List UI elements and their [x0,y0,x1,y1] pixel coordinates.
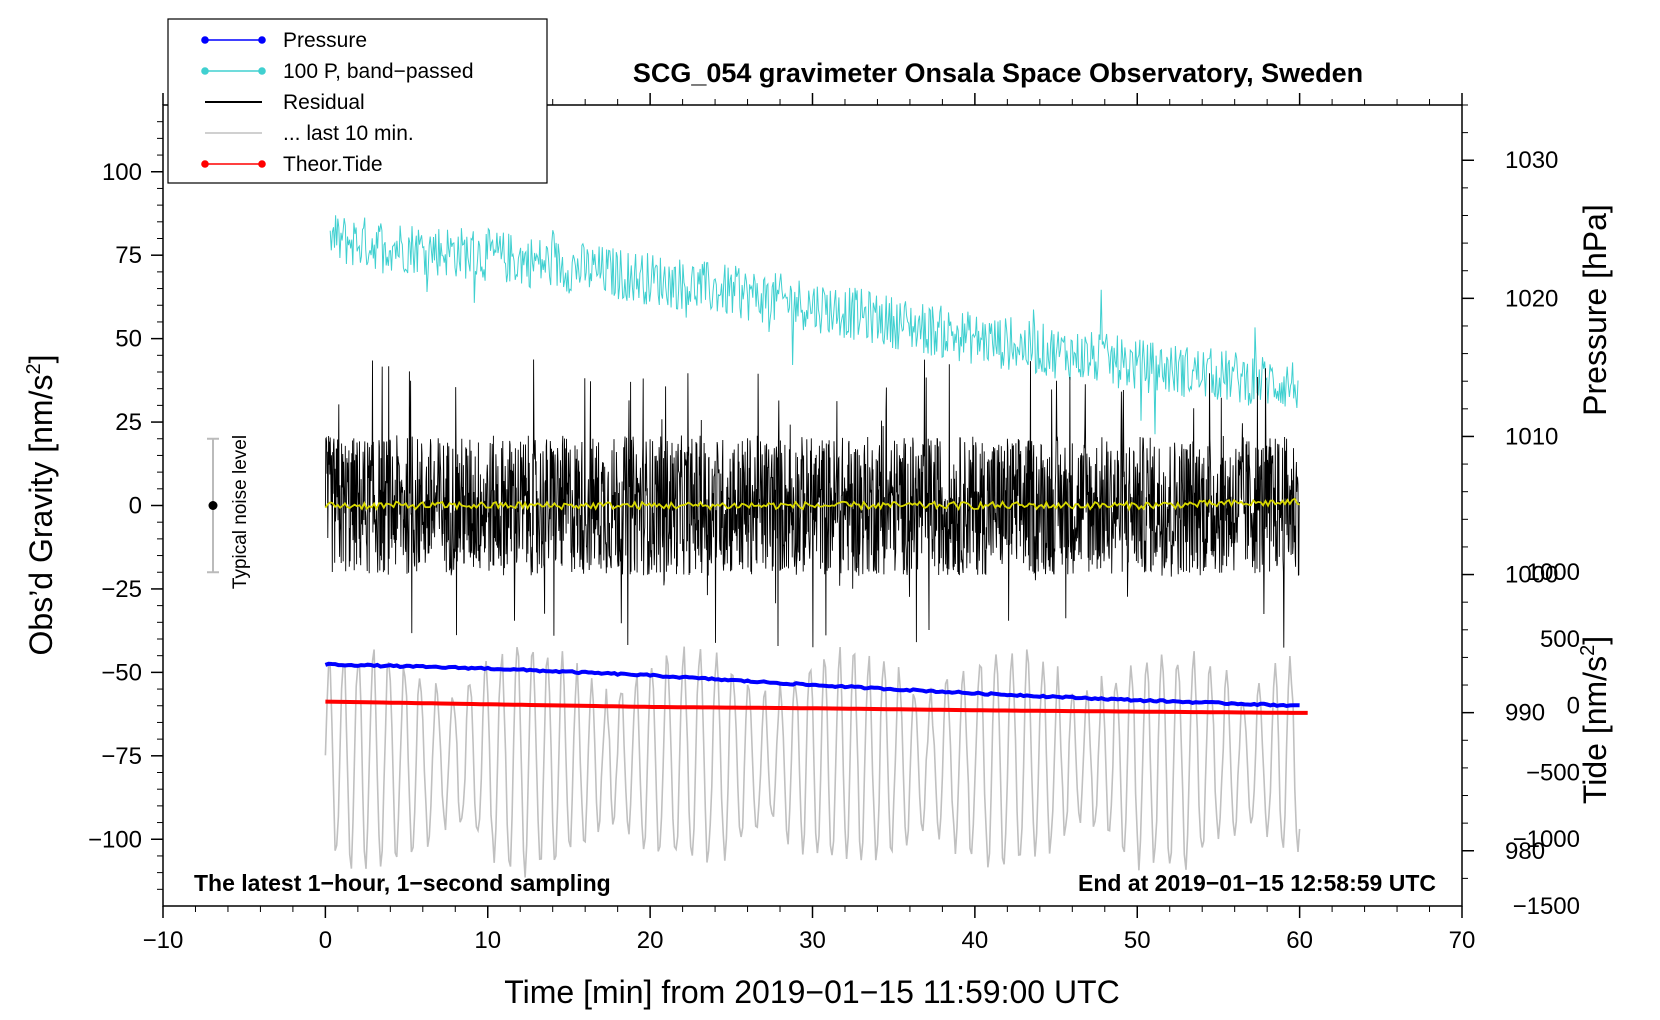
legend: Pressure 100 P, band−passed Residual ... la… [167,18,548,184]
legend-marker-start [201,67,209,75]
tide-tick-label: −500 [1526,759,1580,786]
y-tick-label: 25 [115,409,142,436]
tide-tick-label: 1000 [1527,559,1580,586]
pressure-tick-label: 1020 [1505,285,1558,312]
tide-tick-label: 500 [1540,626,1580,653]
y-axis-label-gravity: Obs’d Gravity [nm/s2] [23,355,59,656]
x-tick-label: 10 [474,927,501,954]
x-tick-label: 40 [962,927,989,954]
y-tick-label: −100 [88,826,142,853]
y-axis-label-tide-base: Tide [nm/s [1577,656,1613,804]
chart-title: SCG_054 gravimeter Onsala Space Observat… [633,58,1363,88]
x-tick-label: 60 [1286,927,1313,954]
tide-tick-label: 0 [1567,693,1580,720]
legend-label: Pressure [283,29,367,52]
legend-label: Theor.Tide [283,153,383,176]
y-axis-label-gravity-close: ] [23,355,59,364]
x-tick-label: −10 [143,927,184,954]
y-tick-label: −25 [101,576,142,603]
legend-marker-start [201,36,209,44]
series-smoothed-residual [324,497,1300,512]
y-axis-label-gravity-base: Obs’d Gravity [nm/s [23,375,59,656]
pressure-tick-label: 990 [1505,700,1545,727]
y-tick-label: −50 [101,659,142,686]
series-layer [324,215,1308,878]
y-axis-label-pressure: Pressure [hPa] [1577,204,1613,416]
y-tick-label: 100 [102,159,142,186]
series-last-10-min [324,646,1301,878]
series-100p-band-passed [329,215,1299,435]
pressure-tick-label: 1030 [1505,147,1558,174]
series-residual [324,359,1301,648]
y-tick-label: −75 [101,743,142,770]
legend-marker-end [258,67,266,75]
pressure-tick-label: 1000 [1505,562,1558,589]
x-tick-label: 20 [637,927,664,954]
axes-layer: −10 0 10 20 30 40 50 60 701007550250−25−50−75−10… [88,93,1580,954]
x-tick-label: 50 [1124,927,1151,954]
legend-marker-start [201,160,209,168]
legend-label: 100 P, band−passed [283,60,474,83]
y-axis-label-tide: Tide [nm/s2] [1577,636,1613,804]
pressure-tick-label: 1010 [1505,423,1558,450]
legend-label: Residual [283,91,365,114]
annotation-end-time: End at 2019−01−15 12:58:59 UTC [1078,870,1436,896]
annotation-sampling: The latest 1−hour, 1−second sampling [194,870,611,896]
y-tick-label: 50 [115,326,142,353]
noise-center-dot [208,501,218,510]
legend-label: ... last 10 min. [283,122,414,145]
noise-level-label: Typical noise level [230,435,251,589]
x-axis-label: Time [min] from 2019−01−15 11:59:00 UTC [504,974,1119,1010]
noise-level-indicator: Typical noise level [207,435,251,589]
x-tick-label: 70 [1449,927,1476,954]
tide-tick-label: −1500 [1513,893,1580,920]
tide-tick-label: −1000 [1513,826,1580,853]
x-tick-label: 0 [319,927,332,954]
y-tick-label: 75 [115,242,142,269]
x-tick-label: 30 [799,927,826,954]
series-theor-tide [325,699,1308,715]
series-pressure [324,661,1300,709]
legend-marker-end [258,160,266,168]
y-tick-label: 0 [129,493,142,520]
y-axis-label-tide-close: ] [1577,636,1613,645]
pressure-tick-label: 980 [1505,838,1545,865]
y-axis-label-tide-sup: 2 [1577,645,1599,656]
legend-marker-end [258,36,266,44]
y-axis-label-gravity-sup: 2 [23,363,45,374]
